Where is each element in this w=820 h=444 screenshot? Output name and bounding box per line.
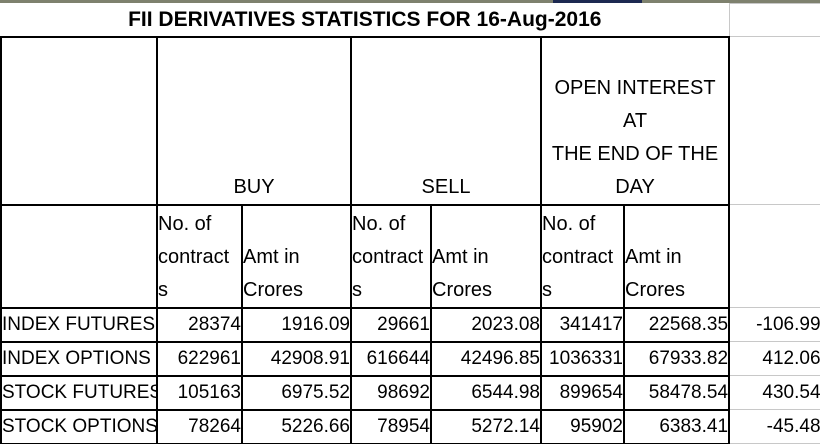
- empty-cell[interactable]: [728, 3, 820, 37]
- buy-amount-cell[interactable]: 42908.91: [241, 340, 352, 377]
- title-row: FII DERIVATIVES STATISTICS FOR 16-Aug-20…: [1, 3, 820, 38]
- oi-amount-cell[interactable]: 6383.41: [622, 408, 731, 444]
- sell-contracts-cell[interactable]: 29661: [350, 306, 432, 343]
- net-value-cell[interactable]: -106.99: [728, 307, 820, 342]
- buy-amount-cell[interactable]: 5226.66: [241, 408, 352, 444]
- row-label-stock-futures[interactable]: STOCK FUTURES: [0, 374, 158, 411]
- buy-amount-header[interactable]: Amt in Crores: [241, 203, 352, 309]
- sell-amount-cell[interactable]: 2023.08: [430, 306, 542, 343]
- oi-amount-cell[interactable]: 67933.82: [622, 340, 731, 377]
- sell-contracts-cell[interactable]: 98692: [350, 374, 432, 411]
- table-row: INDEX FUTURES 28374 1916.09 29661 2023.0…: [0, 306, 820, 343]
- group-header-row: BUY SELL OPEN INTEREST AT THE END OF THE…: [0, 35, 820, 206]
- oi-contracts-cell[interactable]: 341417: [540, 306, 625, 343]
- buy-contracts-cell[interactable]: 78264: [156, 408, 243, 444]
- sell-contracts-cell[interactable]: 78954: [350, 408, 432, 444]
- table-row: STOCK OPTIONS 78264 5226.66 78954 5272.1…: [0, 408, 820, 444]
- top-gridline-strip: [0, 0, 820, 3]
- net-value-cell[interactable]: 412.06: [728, 341, 820, 376]
- oi-contracts-header[interactable]: No. of contract s: [540, 203, 625, 309]
- empty-corner-cell[interactable]: [0, 35, 158, 206]
- row-label-stock-options[interactable]: STOCK OPTIONS: [0, 408, 158, 444]
- net-value-cell[interactable]: 430.54: [728, 375, 820, 410]
- sub-header-row: No. of contract s Amt in Crores No. of c…: [0, 203, 820, 309]
- empty-cell[interactable]: [728, 36, 820, 205]
- open-interest-group-header[interactable]: OPEN INTEREST AT THE END OF THE DAY: [539, 35, 731, 206]
- buy-contracts-header[interactable]: No. of contract s: [156, 203, 243, 309]
- buy-contracts-cell[interactable]: 622961: [156, 340, 243, 377]
- sell-contracts-header[interactable]: No. of contract s: [350, 203, 432, 309]
- oi-amount-cell[interactable]: 22568.35: [622, 306, 731, 343]
- table-title[interactable]: FII DERIVATIVES STATISTICS FOR 16-Aug-20…: [1, 3, 730, 38]
- buy-amount-cell[interactable]: 6975.52: [241, 374, 352, 411]
- oi-contracts-cell[interactable]: 1036331: [540, 340, 625, 377]
- sell-amount-cell[interactable]: 5272.14: [430, 408, 542, 444]
- buy-group-header[interactable]: BUY: [156, 35, 352, 206]
- fii-derivatives-table: FII DERIVATIVES STATISTICS FOR 16-Aug-20…: [0, 3, 820, 444]
- buy-contracts-cell[interactable]: 105163: [156, 374, 243, 411]
- row-label-index-options[interactable]: INDEX OPTIONS: [0, 340, 158, 377]
- buy-amount-cell[interactable]: 1916.09: [241, 306, 352, 343]
- oi-contracts-cell[interactable]: 899654: [540, 374, 625, 411]
- table-row: INDEX OPTIONS 622961 42908.91 616644 424…: [0, 340, 820, 377]
- oi-amount-header[interactable]: Amt in Crores: [622, 203, 731, 309]
- sell-amount-cell[interactable]: 42496.85: [430, 340, 542, 377]
- net-value-cell[interactable]: -45.48: [728, 409, 820, 444]
- empty-cell[interactable]: [728, 204, 820, 308]
- buy-contracts-cell[interactable]: 28374: [156, 306, 243, 343]
- top-gridline-accent: [553, 0, 642, 3]
- oi-amount-cell[interactable]: 58478.54: [622, 374, 731, 411]
- row-label-index-futures[interactable]: INDEX FUTURES: [0, 306, 158, 343]
- sell-contracts-cell[interactable]: 616644: [350, 340, 432, 377]
- empty-header-cell[interactable]: [0, 203, 158, 309]
- sell-group-header[interactable]: SELL: [350, 35, 542, 206]
- oi-contracts-cell[interactable]: 95902: [540, 408, 625, 444]
- table-row: STOCK FUTURES 105163 6975.52 98692 6544.…: [0, 374, 820, 411]
- sell-amount-header[interactable]: Amt in Crores: [430, 203, 542, 309]
- sell-amount-cell[interactable]: 6544.98: [430, 374, 542, 411]
